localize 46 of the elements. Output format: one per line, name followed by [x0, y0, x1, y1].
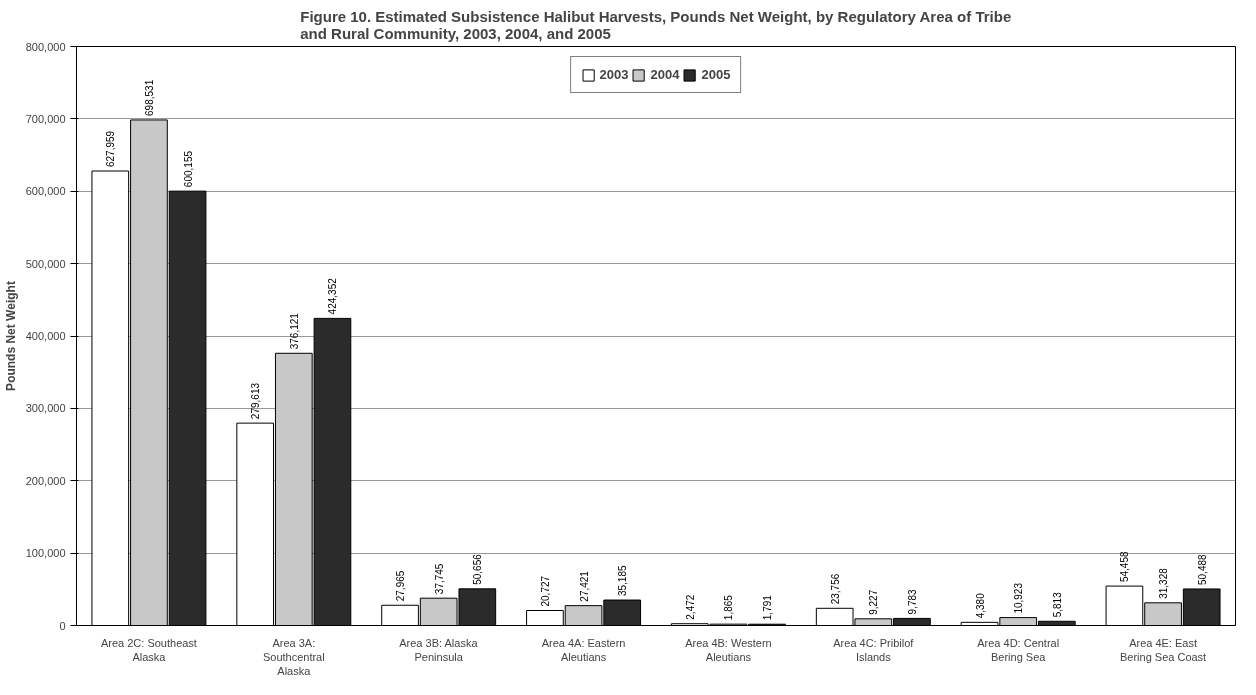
y-tick-label: 800,000: [25, 40, 66, 53]
data-label: 1,791: [762, 594, 774, 621]
y-tick-label: 100,000: [25, 547, 66, 560]
data-label: 27,965: [395, 570, 407, 602]
legend-label: 2003: [599, 67, 629, 82]
data-label: 5,813: [1051, 591, 1063, 618]
data-label: 50,656: [472, 553, 484, 585]
x-tick-label: Area 4A: Eastern Aleutians: [541, 636, 626, 663]
y-tick-label: 200,000: [25, 474, 66, 487]
y-tick-label: 300,000: [25, 402, 66, 415]
y-tick-label: 400,000: [25, 330, 66, 342]
chart-title: Figure 10. Estimated Subsistence Halibut Harvests, Pounds Net Weight, by Regulatory Area of Tribe and Rural Community, 2003, 2004, and 2005: [300, 7, 1012, 42]
legend-label: 2004: [650, 67, 680, 82]
x-tick-label: Area 4E: East Bering Sea Coast: [1119, 636, 1207, 663]
x-tick-label: Area 3B: Alaska Peninsula: [399, 636, 479, 663]
x-tick-label: Area 4D: Central Bering Sea: [977, 636, 1060, 663]
data-label: 23,756: [829, 573, 841, 605]
data-label: 10,923: [1013, 582, 1025, 614]
y-tick-label: 600,000: [25, 185, 66, 198]
data-label: 20,727: [539, 575, 551, 607]
data-label: 27,421: [578, 570, 590, 602]
data-label: 376,121: [288, 312, 300, 350]
y-tick-label: 0: [59, 619, 66, 632]
data-label: 9,783: [906, 588, 918, 615]
data-label: 279,613: [250, 382, 262, 420]
data-label: 54,458: [1119, 551, 1131, 583]
x-tick-label: Area 4C: Pribilof Islands: [833, 636, 915, 663]
x-tick-label: Area 4B: Western Aleutians: [685, 636, 772, 663]
data-label: 37,745: [433, 563, 445, 595]
data-label: 4,380: [974, 592, 986, 619]
data-label: 2,472: [684, 594, 696, 620]
legend-label: 2005: [701, 67, 731, 82]
y-tick-label: 700,000: [25, 112, 66, 125]
x-tick-label: Area 3A: Southcentral Alaska: [262, 636, 325, 678]
data-label: 50,488: [1196, 553, 1208, 585]
data-label: 31,328: [1158, 567, 1170, 599]
x-tick-label: Area 2C: Southeast Alaska: [100, 636, 197, 663]
data-label: 600,155: [182, 150, 194, 188]
y-axis-title: Pounds Net Weight: [3, 281, 18, 391]
data-label: 627,959: [105, 130, 117, 168]
data-label: 35,185: [617, 565, 629, 597]
data-label: 9,227: [868, 589, 880, 615]
data-label: 698,531: [143, 79, 155, 116]
data-label: 1,865: [723, 594, 735, 621]
y-tick-label: 500,000: [25, 257, 66, 270]
data-label: 424,352: [327, 277, 339, 315]
